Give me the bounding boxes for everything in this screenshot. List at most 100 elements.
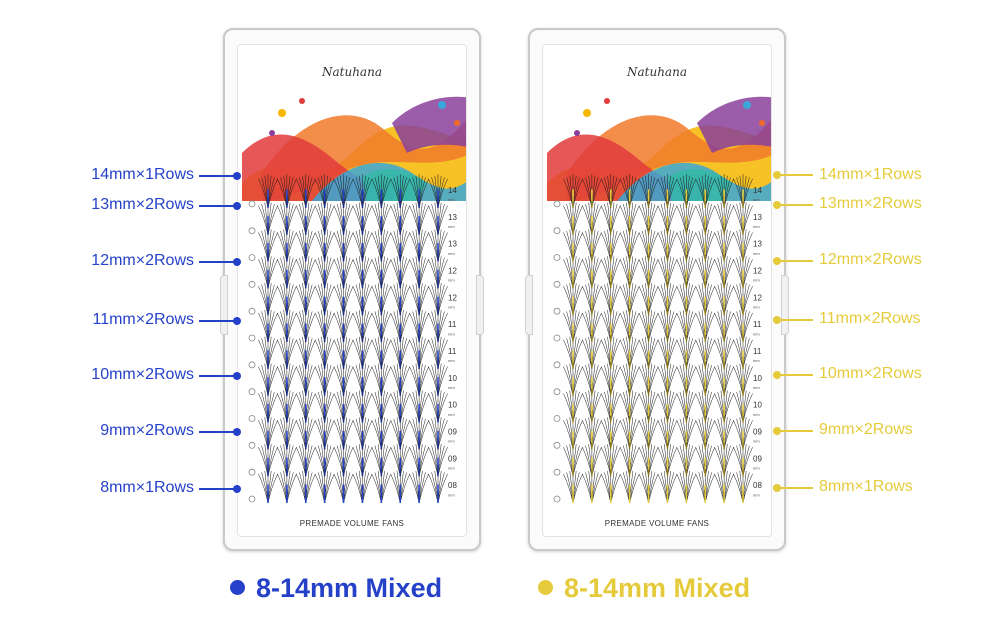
lash-fan (695, 469, 716, 504)
tray-hinge-right (781, 275, 789, 335)
lash-fan (428, 469, 448, 504)
lash-fan (258, 308, 278, 343)
tray-slot-hole (248, 280, 256, 288)
brand-logo: Natuhana (627, 65, 687, 79)
tray-slot-hole (553, 307, 561, 315)
mm-unit-mark: mm (753, 492, 760, 497)
tray-slot-hole (553, 280, 561, 288)
tray-slot-hole (553, 415, 561, 422)
lash-fan (258, 469, 278, 504)
gold-bullet-icon (538, 580, 553, 595)
right-label-9mm: 9mm×2Rows (819, 421, 913, 438)
lash-fan (371, 335, 392, 369)
lash-fan (352, 469, 373, 504)
left-label-9mm: 9mm×2Rows (100, 422, 194, 439)
length-mark: 11 (448, 320, 457, 329)
length-mark: 13 (448, 240, 457, 249)
lash-fan (409, 201, 429, 235)
mm-unit-mark: mm (448, 358, 455, 363)
left-label-8mm: 8mm×1Rows (100, 479, 194, 496)
paint-dot-3 (759, 120, 765, 126)
length-mark: 12 (448, 267, 457, 276)
legend-gold: 8-14mm Mixed (538, 571, 750, 605)
lash-fan (333, 442, 354, 477)
legend-blue: 8-14mm Mixed (230, 571, 442, 605)
length-mark: 14 (753, 186, 762, 195)
mm-unit-mark: mm (753, 358, 760, 363)
lash-fan (295, 469, 316, 504)
length-mark: 13 (753, 213, 762, 222)
mm-unit-mark: mm (448, 385, 455, 390)
lash-fan (371, 442, 392, 477)
paint-dot-0 (278, 109, 286, 117)
mm-unit-mark: mm (448, 439, 455, 444)
tray-slot-hole (248, 415, 256, 422)
lash-fan (371, 388, 392, 423)
paint-dot-3 (454, 120, 460, 126)
mm-unit-mark: mm (753, 439, 760, 444)
mm-unit-mark: mm (753, 251, 760, 256)
length-mark: 10 (448, 374, 457, 383)
tray-slot-hole (248, 441, 256, 449)
tray-slot-hole (248, 495, 256, 503)
lash-fan (333, 174, 354, 208)
lash-tray-gold: Natuhana 14 mm 13 mm 13 mm 12 mm 12 mm 11 mm 11 mm 10 m… (525, 28, 789, 551)
length-mark: 14 (448, 186, 457, 195)
legend-blue-text: 8-14mm Mixed (256, 573, 443, 603)
left-label-10mm: 10mm×2Rows (91, 366, 194, 383)
right-label-11mm: 11mm×2Rows (819, 310, 921, 327)
lash-fan (695, 308, 716, 343)
brand-logo: Natuhana (322, 65, 382, 79)
lash-fan (714, 201, 734, 235)
lash-fans-grid: 14 mm 13 mm 13 mm 12 mm 12 mm 11 mm 11 mm 10 mm 10 mm 09 mm… (553, 174, 762, 504)
lash-fans-grid: 14 mm 13 mm 13 mm 12 mm 12 mm 11 mm 11 mm 10 mm 10 mm 09 mm… (248, 174, 457, 504)
lash-fan (600, 469, 621, 504)
length-mark: 11 (753, 320, 762, 329)
right-label-8mm: 8mm×1Rows (819, 478, 913, 495)
tray-slot-hole (248, 200, 256, 208)
tray-slot-hole (553, 334, 561, 342)
tray-footer-label: PREMADE VOLUME FANS (604, 519, 710, 528)
paint-dot-1 (299, 98, 305, 104)
mm-unit-mark: mm (753, 224, 760, 229)
mm-unit-mark: mm (448, 331, 455, 336)
tray-hinge-left (525, 275, 533, 335)
tray-slot-hole (553, 200, 561, 208)
paint-dot-0 (583, 109, 591, 117)
left-label-12mm: 12mm×2Rows (91, 252, 194, 269)
tray-card-blue: Natuhana 14 mm 13 mm 13 mm 12 mm 12 mm 11 mm 11 mm 10 m… (237, 44, 467, 537)
right-label-10mm: 10mm×2Rows (819, 365, 922, 382)
lash-fan (582, 469, 602, 504)
lash-fan (258, 201, 278, 235)
lash-fan (295, 442, 316, 477)
mm-unit-mark: mm (448, 224, 455, 229)
length-mark: 12 (753, 293, 762, 302)
lash-fan (352, 362, 373, 396)
right-label-13mm: 13mm×2Rows (819, 195, 922, 212)
tray-slot-hole (553, 254, 561, 261)
tray-slot-hole (553, 361, 561, 369)
tray-slot-hole (553, 495, 561, 503)
lash-fan (676, 388, 697, 423)
lash-fan (390, 281, 411, 316)
lash-fan (371, 469, 392, 504)
lash-fan (733, 469, 753, 504)
mm-unit-mark: mm (753, 304, 760, 309)
length-mark: 08 (753, 481, 762, 490)
tray-card-gold: Natuhana 14 mm 13 mm 13 mm 12 mm 12 mm 11 mm 11 mm 10 m… (542, 44, 772, 537)
lash-fan (638, 469, 659, 504)
tray-slot-hole (553, 227, 561, 235)
lash-fan (714, 469, 734, 504)
mm-unit-mark: mm (753, 385, 760, 390)
paint-dot-2 (743, 101, 751, 109)
tray-slot-hole (248, 254, 256, 261)
length-mark: 13 (448, 213, 457, 222)
left-label-14mm: 14mm×1Rows (91, 166, 194, 183)
lash-fan (258, 174, 278, 208)
mm-unit-mark: mm (448, 304, 455, 309)
length-mark: 10 (753, 401, 762, 410)
lash-fan (314, 469, 335, 504)
tray-slot-hole (553, 468, 561, 476)
tray-slot-hole (248, 388, 256, 396)
lash-fan (619, 388, 640, 423)
